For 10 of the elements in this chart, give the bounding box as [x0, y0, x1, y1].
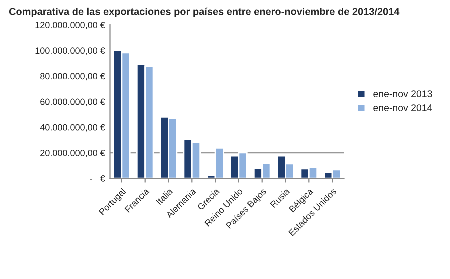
y-tick-label: - €	[90, 176, 106, 182]
y-tick-label: 100.000.000,00 €	[36, 48, 106, 56]
y-tick-label: 120.000.000,00 €	[36, 22, 106, 30]
y-tick-label: 40.000.000,00 €	[40, 124, 106, 132]
y-tick-label: 60.000.000,00 €	[40, 98, 106, 106]
legend-label: ene-nov 2013	[374, 90, 432, 98]
y-tick-label: 80.000.000,00 €	[40, 73, 106, 81]
y-tick-label: 20.000.000,00 €	[40, 150, 106, 158]
legend-label: ene-nov 2014	[374, 104, 432, 112]
chart-title: Comparativa de las exportaciones por países entre enero-noviembre de 2013/2014	[9, 8, 400, 18]
